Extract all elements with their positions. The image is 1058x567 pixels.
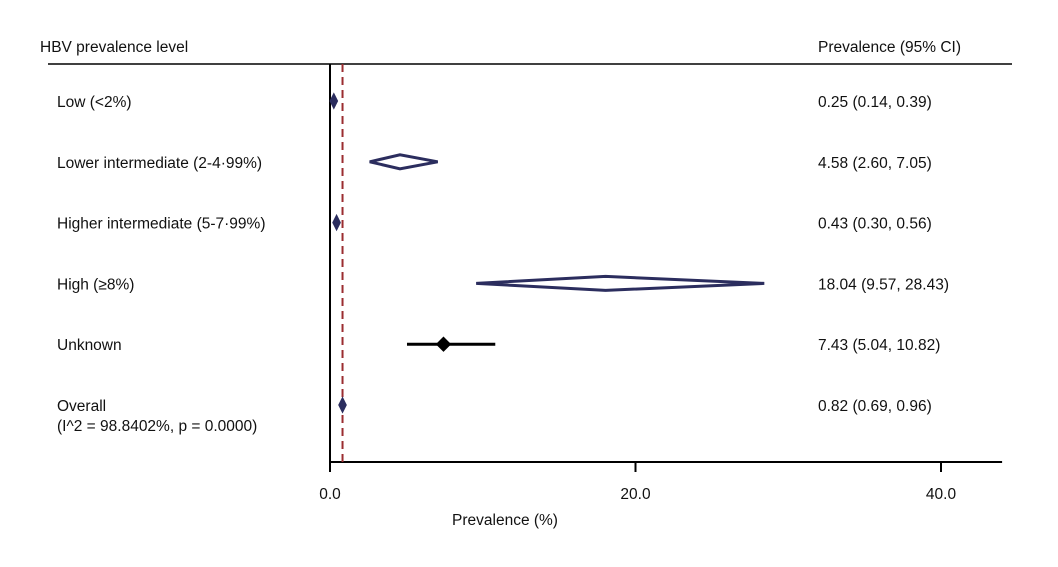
row-ci-text: 18.04 (9.57, 28.43) (818, 276, 949, 293)
subgroup-diamond (332, 213, 341, 232)
row-label: Lower intermediate (2-4·99%) (57, 155, 262, 172)
x-tick-label: 20.0 (620, 486, 651, 503)
row-ci-text: 0.82 (0.69, 0.96) (818, 398, 932, 415)
subgroup-diamond (329, 92, 339, 110)
row-ci-text: 0.43 (0.30, 0.56) (818, 216, 932, 233)
row-label: Low (<2%) (57, 94, 132, 111)
subgroup-diamond (369, 153, 438, 171)
row-ci-text: 7.43 (5.04, 10.82) (818, 337, 940, 354)
left-column-header: HBV prevalence level (40, 39, 188, 56)
row-label: Overall (57, 398, 106, 415)
point-estimate-marker (435, 336, 452, 352)
row-sublabel: (I^2 = 98.8402%, p = 0.0000) (57, 418, 257, 435)
subgroup-diamond (476, 274, 765, 292)
x-axis-label: Prevalence (%) (452, 512, 558, 529)
right-column-header: Prevalence (95% CI) (818, 39, 961, 56)
row-ci-text: 0.25 (0.14, 0.39) (818, 94, 932, 111)
x-tick-label: 40.0 (926, 486, 957, 503)
row-ci-text: 4.58 (2.60, 7.05) (818, 155, 932, 172)
subgroup-diamond (338, 396, 347, 414)
row-label: Unknown (57, 337, 122, 354)
row-label: High (≥8%) (57, 276, 134, 293)
x-tick-label: 0.0 (319, 486, 341, 503)
row-label: Higher intermediate (5-7·99%) (57, 216, 265, 233)
